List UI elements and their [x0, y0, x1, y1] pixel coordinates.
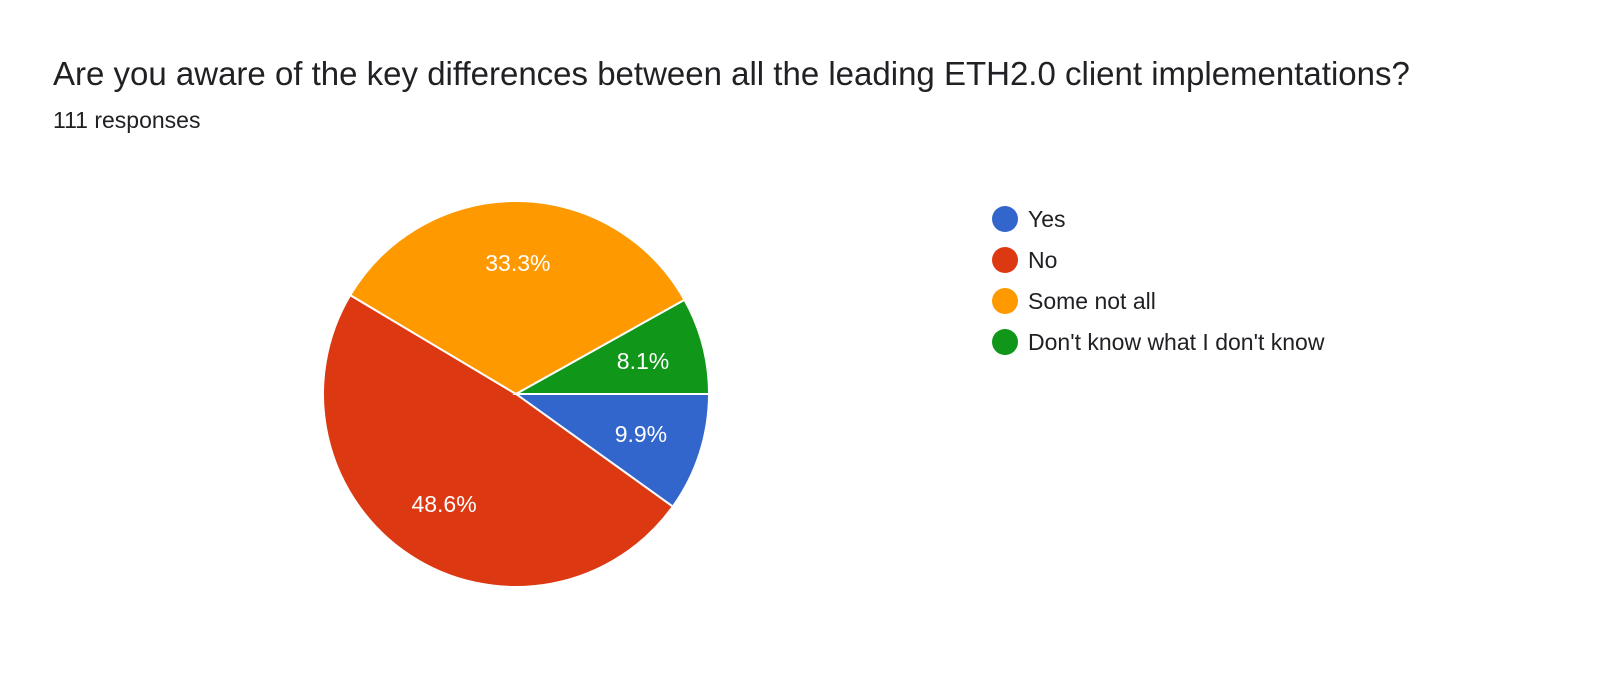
legend-swatch-dont-know [992, 328, 1018, 355]
legend-label-yes: Yes [1028, 205, 1066, 232]
chart-legend: Yes No Some not all Don't know what I do… [992, 198, 1324, 362]
legend-label-some-not-all: Some not all [1028, 287, 1156, 314]
legend-item-dont-know[interactable]: Don't know what I don't know [992, 321, 1324, 362]
legend-item-yes[interactable]: Yes [992, 198, 1324, 239]
pie-label-some-not-all: 33.3% [485, 250, 550, 276]
pie-label-yes: 9.9% [615, 421, 667, 447]
pie-slice-no[interactable] [321, 293, 675, 588]
legend-label-dont-know: Don't know what I don't know [1028, 328, 1325, 355]
legend-swatch-no [992, 246, 1018, 273]
legend-item-some-not-all[interactable]: Some not all [992, 280, 1324, 321]
response-count: 111 responses [53, 107, 201, 133]
legend-item-no[interactable]: No [992, 239, 1324, 280]
chart-title: Are you aware of the key differences bet… [53, 55, 1410, 92]
pie-slice-yes[interactable] [512, 393, 711, 508]
legend-swatch-yes [992, 205, 1018, 232]
legend-label-no: No [1028, 246, 1058, 273]
legend-swatch-some-not-all [992, 287, 1018, 314]
pie-label-dont-know: 8.1% [617, 348, 669, 374]
pie-label-no: 48.6% [411, 491, 476, 517]
pie-slice-dont-know[interactable] [512, 298, 711, 395]
